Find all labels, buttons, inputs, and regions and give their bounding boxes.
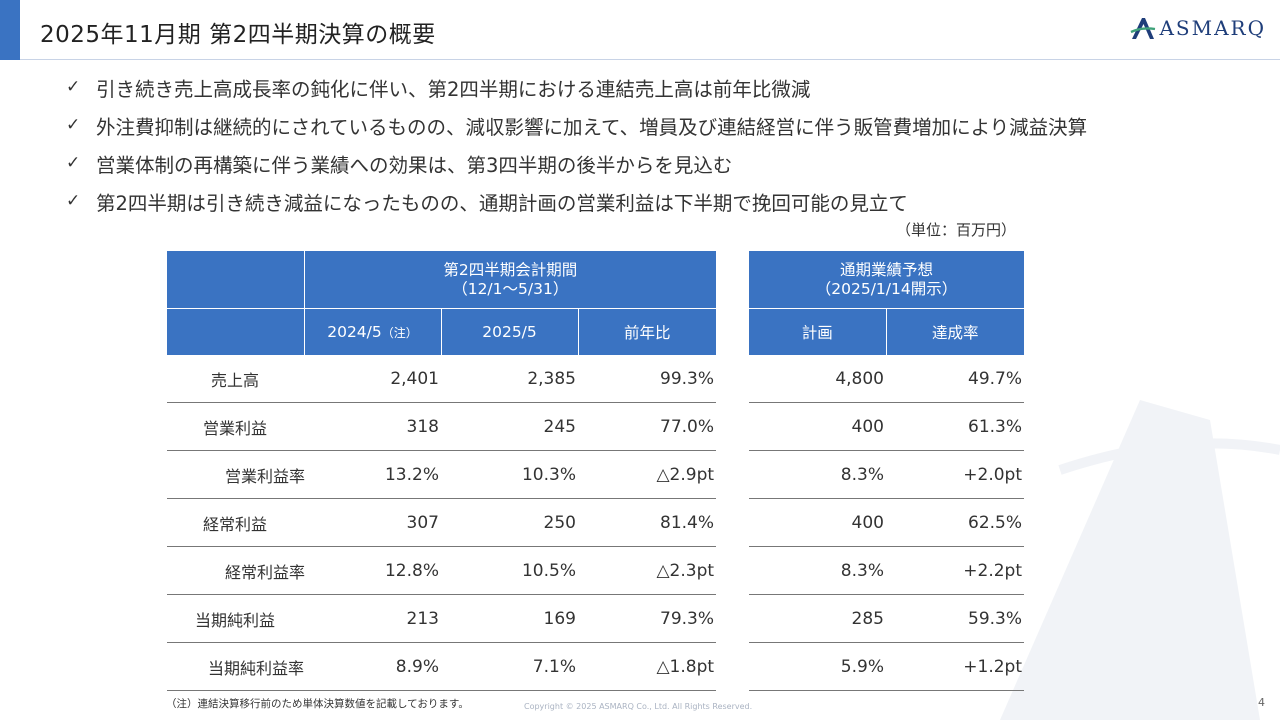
check-icon: ✓ [66,191,81,211]
value-plan: 8.3% [749,546,886,595]
col-header-plan: 計画 [749,308,887,355]
value-achievement: 49.7% [886,355,1025,403]
table-row: 売上高 2,401 2,385 99.3% [167,355,717,403]
value-2024: 8.9% [304,642,441,691]
bullet-text: 引き続き売上高成長率の鈍化に伴い、第2四半期における連結売上高は前年比微減 [96,77,811,101]
value-2025: 2,385 [441,355,578,403]
unit-label: （単位：百万円） [895,221,1016,239]
value-2024: 2,401 [304,355,441,403]
fy-forecast-header: 通期業績予想 （2025/1/14開示） [749,251,1025,309]
table-row: 営業利益率 13.2% 10.3% △2.9pt [167,450,717,499]
col-2024-label: 2024/5 [327,323,382,341]
value-yoy: 79.3% [578,594,717,643]
value-yoy: △2.3pt [578,546,717,595]
value-2024: 318 [304,402,441,451]
row-label: 営業利益 [167,402,304,451]
row-label: 経常利益率 [167,546,305,595]
header-divider [20,59,1280,60]
slide-header: 2025年11月期 第2四半期決算の概要 ASMARQ [0,0,1280,60]
value-2025: 169 [441,594,578,643]
value-achievement: 59.3% [886,594,1025,643]
bullet-item: ✓ 営業体制の再構築に伴う業績への効果は、第3四半期の後半からを見込む [66,144,1087,182]
value-2024: 12.8% [304,546,441,595]
q2-period-range: （12/1～5/31） [452,279,569,298]
company-logo: ASMARQ [1130,16,1266,40]
value-achievement: +2.0pt [886,450,1025,499]
table-row: 経常利益率 12.8% 10.5% △2.3pt [167,546,717,595]
q2-results-table: 第2四半期会計期間 （12/1～5/31） 2024/5（注） 2025/5 前… [167,251,717,691]
table-row: 営業利益 318 245 77.0% [167,402,717,451]
bullet-text: 外注費抑制は継続的にされているものの、減収影響に加えて、増員及び連結経営に伴う販… [96,115,1088,139]
value-plan: 4,800 [749,355,886,403]
value-achievement: 62.5% [886,498,1025,547]
table-row: 8.3% +2.2pt [749,546,1025,595]
col-header-2024: 2024/5（注） [304,308,442,355]
table-row: 8.3% +2.0pt [749,450,1025,499]
check-icon: ✓ [66,77,81,97]
table-row: 285 59.3% [749,594,1025,643]
value-yoy: △2.9pt [578,450,717,499]
corner-header-cell [167,308,305,355]
row-label: 当期純利益率 [167,642,304,691]
value-yoy: 81.4% [578,498,717,547]
value-2024: 213 [304,594,441,643]
row-label: 営業利益率 [167,450,305,499]
bullet-item: ✓ 外注費抑制は継続的にされているものの、減収影響に加えて、増員及び連結経営に伴… [66,106,1087,144]
table-row: 400 62.5% [749,498,1025,547]
value-plan: 285 [749,594,886,643]
table-row: 経常利益 307 250 81.4% [167,498,717,547]
check-icon: ✓ [66,115,81,135]
footnote: （注）連結決算移行前のため単体決算数値を記載しております。 [166,698,469,710]
logo-text: ASMARQ [1159,16,1266,40]
row-label: 売上高 [167,355,304,403]
value-2024: 307 [304,498,441,547]
fy-forecast-table: 通期業績予想 （2025/1/14開示） 計画 達成率 4,800 49.7% … [749,251,1025,691]
header-accent-bar [0,0,20,60]
bullet-text: 第2四半期は引き続き減益になったものの、通期計画の営業利益は下半期で挽回可能の見… [96,191,908,215]
value-plan: 8.3% [749,450,886,499]
value-yoy: 99.3% [578,355,717,403]
q2-period-header: 第2四半期会計期間 （12/1～5/31） [304,251,717,309]
page-number: 4 [1258,696,1265,709]
page-title: 2025年11月期 第2四半期決算の概要 [40,22,436,48]
copyright-notice: Copyright © 2025 ASMARQ Co., Ltd. All Ri… [524,702,753,711]
value-2025: 250 [441,498,578,547]
value-2025: 7.1% [441,642,578,691]
value-plan: 400 [749,498,886,547]
check-icon: ✓ [66,153,81,173]
q2-period-title: 第2四半期会計期間 [443,260,578,279]
col-header-2025: 2025/5 [441,308,579,355]
value-achievement: +2.2pt [886,546,1025,595]
bullet-text: 営業体制の再構築に伴う業績への効果は、第3四半期の後半からを見込む [96,153,733,177]
value-2025: 245 [441,402,578,451]
logo-mark-icon [1130,18,1156,39]
value-2024: 13.2% [304,450,441,499]
value-achievement: 61.3% [886,402,1025,451]
value-yoy: △1.8pt [578,642,717,691]
bullet-item: ✓ 引き続き売上高成長率の鈍化に伴い、第2四半期における連結売上高は前年比微減 [66,68,1087,106]
bullet-item: ✓ 第2四半期は引き続き減益になったものの、通期計画の営業利益は下半期で挽回可能… [66,182,1087,220]
value-2025: 10.3% [441,450,578,499]
row-label: 当期純利益 [167,594,304,643]
value-plan: 400 [749,402,886,451]
table-row: 5.9% +1.2pt [749,642,1025,691]
row-label: 経常利益 [167,498,304,547]
value-2025: 10.5% [441,546,578,595]
value-achievement: +1.2pt [886,642,1025,691]
value-plan: 5.9% [749,642,886,691]
fy-forecast-title: 通期業績予想 [840,260,934,279]
summary-bullets: ✓ 引き続き売上高成長率の鈍化に伴い、第2四半期における連結売上高は前年比微減 … [66,68,1087,220]
corner-header-cell [167,251,305,309]
table-row: 400 61.3% [749,402,1025,451]
table-row: 当期純利益率 8.9% 7.1% △1.8pt [167,642,717,691]
fy-forecast-date: （2025/1/14開示） [815,279,958,298]
col-2024-note: （注） [381,326,418,340]
table-row: 4,800 49.7% [749,355,1025,403]
value-yoy: 77.0% [578,402,717,451]
col-header-achievement: 達成率 [886,308,1025,355]
col-header-yoy: 前年比 [578,308,717,355]
table-row: 当期純利益 213 169 79.3% [167,594,717,643]
